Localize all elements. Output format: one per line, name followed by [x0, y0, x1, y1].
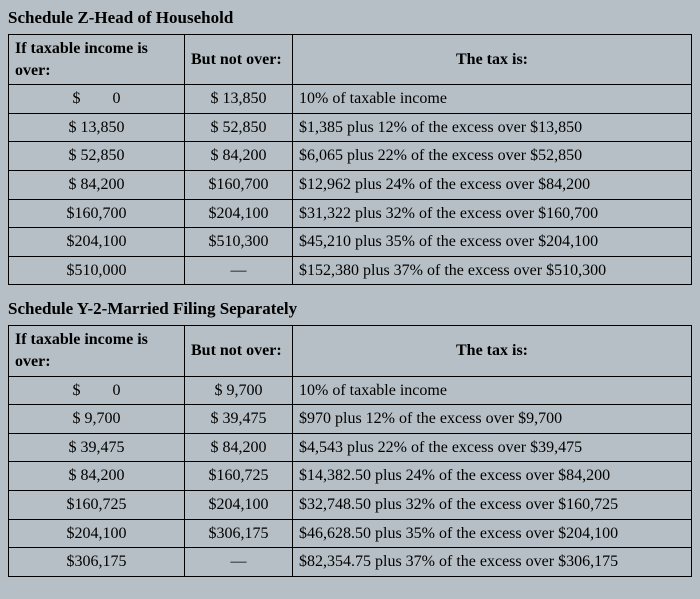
page: Schedule Z-Head of Household If taxable …	[0, 0, 700, 599]
cell-tax: $32,748.50 plus 32% of the excess over $…	[293, 490, 692, 519]
cell-over: $ 13,850	[9, 113, 185, 142]
cell-over: $ 0	[9, 85, 185, 114]
table-row: $ 39,475 $ 84,200 $4,543 plus 22% of the…	[9, 433, 692, 462]
cell-over: $ 52,850	[9, 142, 185, 171]
cell-tax: $152,380 plus 37% of the excess over $51…	[293, 256, 692, 285]
table-row: $510,000 — $152,380 plus 37% of the exce…	[9, 256, 692, 285]
cell-tax: $1,385 plus 12% of the excess over $13,8…	[293, 113, 692, 142]
cell-over: $306,175	[9, 548, 185, 577]
table-row: $160,700 $204,100 $31,322 plus 32% of th…	[9, 199, 692, 228]
table-row: $ 0 $ 13,850 10% of taxable income	[9, 85, 692, 114]
tax-table: If taxable income is over: But not over:…	[8, 34, 692, 285]
cell-over: $160,700	[9, 199, 185, 228]
cell-over: $ 9,700	[9, 405, 185, 434]
table-row: $306,175 — $82,354.75 plus 37% of the ex…	[9, 548, 692, 577]
cell-notover: $ 13,850	[185, 85, 293, 114]
cell-notover: $204,100	[185, 490, 293, 519]
schedule-title: Schedule Y-2-Married Filing Separately	[8, 299, 692, 319]
table-row: $204,100 $306,175 $46,628.50 plus 35% of…	[9, 519, 692, 548]
cell-over: $ 84,200	[9, 170, 185, 199]
table-row: $ 13,850 $ 52,850 $1,385 plus 12% of the…	[9, 113, 692, 142]
cell-tax: $14,382.50 plus 24% of the excess over $…	[293, 462, 692, 491]
col-header-tax: The tax is:	[293, 35, 692, 85]
cell-notover: $204,100	[185, 199, 293, 228]
table-row: $204,100 $510,300 $45,210 plus 35% of th…	[9, 228, 692, 257]
cell-tax: $45,210 plus 35% of the excess over $204…	[293, 228, 692, 257]
cell-notover: $160,725	[185, 462, 293, 491]
cell-over: $ 39,475	[9, 433, 185, 462]
cell-tax: $970 plus 12% of the excess over $9,700	[293, 405, 692, 434]
cell-tax: $82,354.75 plus 37% of the excess over $…	[293, 548, 692, 577]
table-row: $ 84,200 $160,700 $12,962 plus 24% of th…	[9, 170, 692, 199]
cell-tax: $31,322 plus 32% of the excess over $160…	[293, 199, 692, 228]
table-row: $ 0 $ 9,700 10% of taxable income	[9, 376, 692, 405]
cell-notover: $ 84,200	[185, 433, 293, 462]
table-header-row: If taxable income is over: But not over:…	[9, 326, 692, 376]
col-header-over: If taxable income is over:	[9, 326, 185, 376]
col-header-notover: But not over:	[185, 35, 293, 85]
cell-over: $160,725	[9, 490, 185, 519]
cell-notover: —	[185, 256, 293, 285]
col-header-over: If taxable income is over:	[9, 35, 185, 85]
cell-notover: $510,300	[185, 228, 293, 257]
cell-notover: $ 84,200	[185, 142, 293, 171]
table-row: $160,725 $204,100 $32,748.50 plus 32% of…	[9, 490, 692, 519]
col-header-tax: The tax is:	[293, 326, 692, 376]
cell-notover: —	[185, 548, 293, 577]
cell-over: $ 84,200	[9, 462, 185, 491]
table-row: $ 84,200 $160,725 $14,382.50 plus 24% of…	[9, 462, 692, 491]
tax-table: If taxable income is over: But not over:…	[8, 325, 692, 576]
cell-over: $510,000	[9, 256, 185, 285]
table-row: $ 9,700 $ 39,475 $970 plus 12% of the ex…	[9, 405, 692, 434]
cell-tax: $46,628.50 plus 35% of the excess over $…	[293, 519, 692, 548]
cell-tax: $6,065 plus 22% of the excess over $52,8…	[293, 142, 692, 171]
cell-notover: $ 9,700	[185, 376, 293, 405]
cell-notover: $160,700	[185, 170, 293, 199]
cell-notover: $306,175	[185, 519, 293, 548]
cell-over: $ 0	[9, 376, 185, 405]
table-header-row: If taxable income is over: But not over:…	[9, 35, 692, 85]
cell-tax: $4,543 plus 22% of the excess over $39,4…	[293, 433, 692, 462]
cell-tax: $12,962 plus 24% of the excess over $84,…	[293, 170, 692, 199]
cell-notover: $ 39,475	[185, 405, 293, 434]
col-header-notover: But not over:	[185, 326, 293, 376]
cell-tax: 10% of taxable income	[293, 376, 692, 405]
cell-over: $204,100	[9, 228, 185, 257]
cell-over: $204,100	[9, 519, 185, 548]
schedule-title: Schedule Z-Head of Household	[8, 8, 692, 28]
cell-notover: $ 52,850	[185, 113, 293, 142]
cell-tax: 10% of taxable income	[293, 85, 692, 114]
table-row: $ 52,850 $ 84,200 $6,065 plus 22% of the…	[9, 142, 692, 171]
